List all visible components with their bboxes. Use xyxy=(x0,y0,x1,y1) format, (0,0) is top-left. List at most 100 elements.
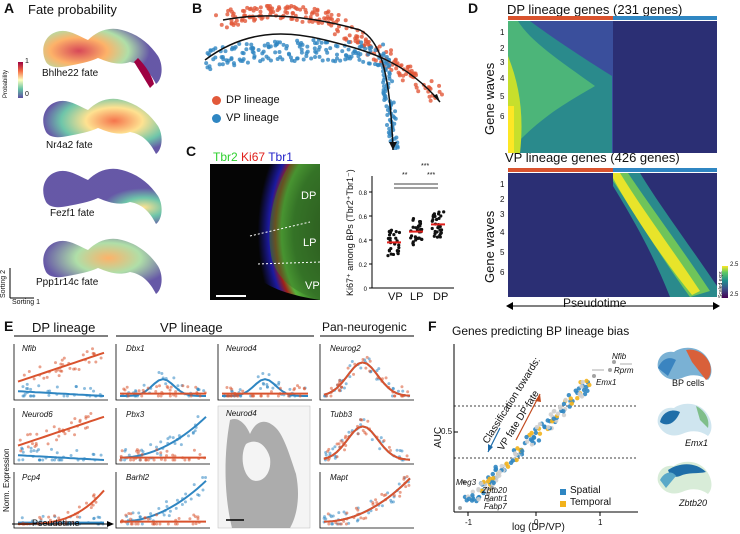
expr-point xyxy=(25,387,29,391)
colorbar-label: Probability xyxy=(3,69,9,98)
gene-point xyxy=(582,391,588,397)
expr-point xyxy=(267,373,271,377)
vp-cell xyxy=(314,50,319,55)
expr-point xyxy=(68,366,72,370)
expr-point xyxy=(345,511,349,515)
wave-bottom-1: 1 xyxy=(500,180,505,189)
vp-cell xyxy=(384,104,389,109)
expr-point xyxy=(155,451,159,455)
expr-point xyxy=(20,446,24,450)
dp-cell xyxy=(437,83,442,88)
expr-point xyxy=(21,385,25,389)
dp-cell xyxy=(283,9,288,14)
vp-cell xyxy=(281,42,286,47)
dp-cell xyxy=(304,10,309,15)
expr-point xyxy=(241,389,245,393)
expr-point xyxy=(397,482,401,486)
gene-label-0: Nfib xyxy=(22,344,37,353)
expr-point xyxy=(169,385,173,389)
f-title: Genes predicting BP lineage bias xyxy=(452,324,630,338)
vp-cell xyxy=(386,64,391,69)
c-dot xyxy=(414,238,418,242)
dp-cell xyxy=(234,18,239,23)
e-ylabel: Norm. Expression xyxy=(2,448,11,512)
expr-point xyxy=(342,519,346,523)
dp-cell xyxy=(343,18,348,23)
vp-cell xyxy=(346,54,351,59)
expr-point xyxy=(359,516,363,520)
expr-point xyxy=(59,362,63,366)
vp-cell xyxy=(305,49,310,54)
expr-point xyxy=(405,454,409,458)
expr-point xyxy=(120,449,124,453)
expr-point xyxy=(69,453,73,457)
expr-point xyxy=(342,386,346,390)
expr-point xyxy=(192,448,196,452)
dp-cell xyxy=(404,71,409,76)
expr-point xyxy=(127,453,131,457)
expr-point xyxy=(29,449,33,453)
vp-cell xyxy=(317,54,322,59)
vp-cell xyxy=(320,58,325,63)
dp-cell xyxy=(252,18,257,23)
gene-fabp7: Fabp7 xyxy=(484,502,507,511)
gene-point xyxy=(491,475,496,481)
expr-point xyxy=(325,394,329,398)
gene-point xyxy=(470,493,475,498)
vp-cell xyxy=(256,47,261,52)
gene-point xyxy=(485,486,491,491)
gene-point xyxy=(499,463,504,469)
expr-point xyxy=(400,385,404,389)
vp-cell xyxy=(301,57,306,62)
c-dot xyxy=(432,234,436,238)
expr-point xyxy=(83,387,87,391)
c-dot xyxy=(397,246,401,250)
expr-point xyxy=(359,366,363,370)
expr-point xyxy=(189,394,193,398)
inset-zbtb20: Zbtb20 xyxy=(679,498,708,508)
scale-max: 2.5 xyxy=(730,262,739,268)
expr-point xyxy=(152,458,156,462)
sig-right: *** xyxy=(427,172,436,179)
vp-cell xyxy=(245,60,250,65)
dp-cell xyxy=(408,64,413,69)
gene-point xyxy=(490,471,495,477)
expr-point xyxy=(157,370,161,374)
expr-point xyxy=(146,386,150,390)
gene-point xyxy=(470,489,476,494)
c-dot xyxy=(395,249,400,253)
expr-point xyxy=(288,387,292,391)
stain-ki67: Ki67 xyxy=(241,150,266,164)
expr-point xyxy=(202,389,206,393)
expr-point xyxy=(196,515,200,519)
expr-point xyxy=(269,390,273,394)
dp-cell xyxy=(324,17,329,22)
expr-point xyxy=(138,515,142,519)
f-xtick-1: -1 xyxy=(465,518,473,527)
expr-point xyxy=(350,360,354,364)
expr-point xyxy=(293,387,297,391)
expr-point xyxy=(391,500,395,504)
expr-curve xyxy=(119,480,207,523)
gene-point xyxy=(581,387,587,393)
expr-point xyxy=(57,374,61,378)
expr-point xyxy=(192,483,196,487)
expr-point xyxy=(26,445,30,449)
expr-point xyxy=(81,353,85,357)
f-legend-temporal-swatch xyxy=(560,501,566,507)
expr-point xyxy=(328,451,332,455)
vp-cell xyxy=(333,43,338,48)
gene-point xyxy=(512,451,518,456)
labeled-gene-point xyxy=(592,374,596,378)
c-ytick: 0.4 xyxy=(359,239,368,245)
expr-point xyxy=(38,458,42,462)
expr-point xyxy=(92,493,96,497)
wave-bottom-5: 5 xyxy=(500,248,505,257)
labeled-gene-point xyxy=(486,498,490,502)
expr-point xyxy=(405,475,409,479)
vp-cell xyxy=(260,57,265,62)
scale-label: Scaled expr. xyxy=(718,270,724,298)
expr-point xyxy=(146,517,150,521)
expr-point xyxy=(261,372,265,376)
expr-point xyxy=(359,423,363,427)
